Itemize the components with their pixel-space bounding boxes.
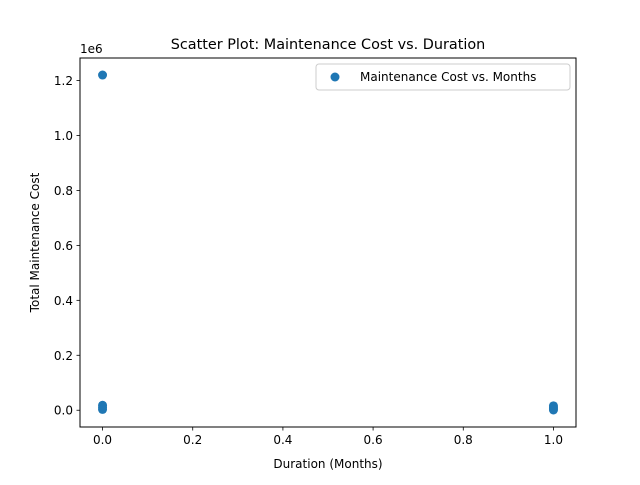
- data-point: [98, 70, 108, 80]
- points-layer: [98, 70, 558, 415]
- data-point: [548, 405, 558, 415]
- y-tick-label: 0.8: [54, 184, 73, 198]
- x-tick-label: 0.8: [454, 433, 473, 447]
- y-tick-label: 0.2: [54, 349, 73, 363]
- y-tick-label: 0.4: [54, 294, 73, 308]
- x-tick-label: 1.0: [544, 433, 563, 447]
- chart-title: Scatter Plot: Maintenance Cost vs. Durat…: [171, 37, 486, 53]
- y-axis-offset-label: 1e6: [80, 42, 103, 56]
- x-tick-label: 0.0: [93, 433, 112, 447]
- y-axis-label: Total Maintenance Cost: [28, 172, 42, 313]
- x-tick-label: 0.6: [364, 433, 383, 447]
- y-tick-label: 0.6: [54, 239, 73, 253]
- legend: Maintenance Cost vs. Months: [315, 63, 571, 91]
- legend-label: Maintenance Cost vs. Months: [360, 70, 536, 84]
- legend-box: [315, 63, 571, 91]
- y-tick-label: 0.0: [54, 404, 73, 418]
- data-point: [98, 404, 108, 414]
- plot-frame: [79, 57, 577, 428]
- ticks-layer: 0.0 0.2 0.4 0.6 0.8 1.0 0.0 0.2 0.4 0.6 0.8 1.0 1.2: [54, 74, 563, 447]
- y-tick-label: 1.2: [54, 74, 73, 88]
- x-axis-label: Duration (Months): [273, 457, 382, 471]
- x-tick-label: 0.4: [273, 433, 292, 447]
- y-tick-label: 1.0: [54, 129, 73, 143]
- x-tick-label: 0.2: [183, 433, 202, 447]
- legend-marker: [330, 72, 340, 82]
